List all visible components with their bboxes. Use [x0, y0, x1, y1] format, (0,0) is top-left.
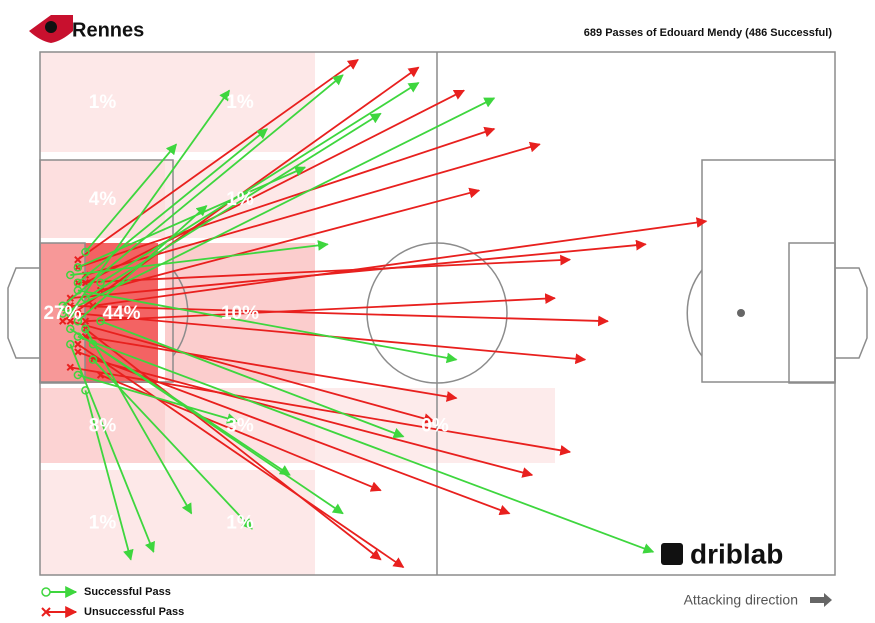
pass: [100, 82, 420, 284]
pass-origin: [81, 324, 90, 334]
legend-label: Unsuccessful Pass: [84, 606, 184, 618]
pass: [70, 366, 572, 456]
zone: [40, 52, 165, 152]
pass: [92, 343, 344, 515]
pass: [77, 343, 405, 569]
pass-origin: [73, 316, 83, 326]
pass-origin: [59, 317, 67, 325]
pass: [84, 390, 134, 561]
pass-origin: [66, 340, 75, 349]
direction-arrow: [810, 593, 832, 607]
zone-label: 1%: [89, 92, 117, 113]
pass-origin: [89, 302, 97, 310]
pass: [77, 58, 359, 261]
pass-origin: [81, 247, 90, 257]
zone-label: 27%: [43, 303, 81, 324]
zone-label: 44%: [102, 303, 140, 324]
pass: [85, 293, 556, 323]
pass: [77, 254, 572, 284]
pass: [77, 289, 458, 364]
zone-label: 1%: [226, 92, 254, 113]
zone: [315, 388, 555, 463]
zone-label: 1%: [89, 513, 117, 534]
pass: [77, 335, 655, 554]
passes: [58, 58, 708, 569]
pass-origin: [58, 309, 67, 318]
pass-origin: [66, 324, 75, 334]
pass: [69, 343, 155, 553]
subtitle: 689 Passes of Edouard Mendy (486 Success…: [584, 27, 833, 39]
pass-origin: [96, 371, 105, 379]
zone-label: 8%: [89, 416, 117, 437]
pass: [100, 187, 481, 292]
zone: [165, 470, 315, 575]
pass-origin: [73, 263, 83, 272]
pass-origin: [74, 309, 82, 318]
pass: [84, 143, 177, 253]
zone: [40, 470, 165, 575]
title: Rennes: [72, 19, 144, 41]
zone-label: 4%: [89, 189, 117, 210]
pass-origin: [74, 340, 82, 348]
pass: [77, 351, 511, 516]
pass: [69, 89, 231, 315]
pitch: [7, 51, 868, 576]
brand: driblab: [690, 538, 783, 569]
zone-label: 0%: [421, 416, 449, 437]
pass-origin: [73, 286, 83, 295]
pass: [77, 126, 496, 269]
pass: [77, 374, 238, 424]
pass: [85, 335, 458, 402]
pass-origin: [81, 317, 90, 325]
pass-origin: [66, 363, 74, 372]
pass-origin: [74, 263, 82, 272]
pass-origin: [88, 355, 98, 364]
pass: [77, 128, 268, 284]
pass-origin: [66, 317, 74, 325]
zone-label: 1%: [226, 513, 254, 534]
legend-label: Successful Pass: [84, 586, 171, 598]
pass: [70, 239, 647, 300]
zone-labels: 1% 1% 4% 1% 27% 44% 10% 8% 3% 0% 1% 1%: [43, 92, 448, 534]
pass-origin: [73, 332, 83, 341]
pass: [77, 205, 208, 322]
pass: [70, 320, 435, 424]
pass: [100, 320, 405, 439]
pass-origin: [73, 370, 83, 380]
pass: [92, 217, 708, 307]
pass: [70, 304, 609, 327]
direction-label: Attacking direction: [684, 592, 798, 608]
pass-origin: [96, 316, 105, 326]
zone-label: 10%: [221, 303, 259, 324]
zone: [40, 160, 165, 238]
pass: [92, 358, 534, 478]
pass: [85, 141, 541, 276]
pass-origin: [74, 255, 82, 264]
zone-label: 1%: [226, 189, 254, 210]
legend: Successful Pass Unsuccessful Pass: [41, 586, 184, 618]
pass-origin: [66, 270, 75, 280]
pass-origin: [74, 348, 82, 356]
pass-origin: [81, 386, 90, 395]
pass: [62, 97, 496, 315]
pass: [70, 240, 329, 276]
pass: [62, 74, 344, 307]
pass: [85, 89, 465, 284]
brand-icon: [661, 543, 683, 565]
pass-origin: [96, 278, 105, 287]
pass: [84, 328, 382, 561]
zone-label: 3%: [226, 416, 254, 437]
zone: [165, 52, 315, 152]
crest-detail: [45, 21, 57, 33]
pass: [84, 328, 193, 515]
